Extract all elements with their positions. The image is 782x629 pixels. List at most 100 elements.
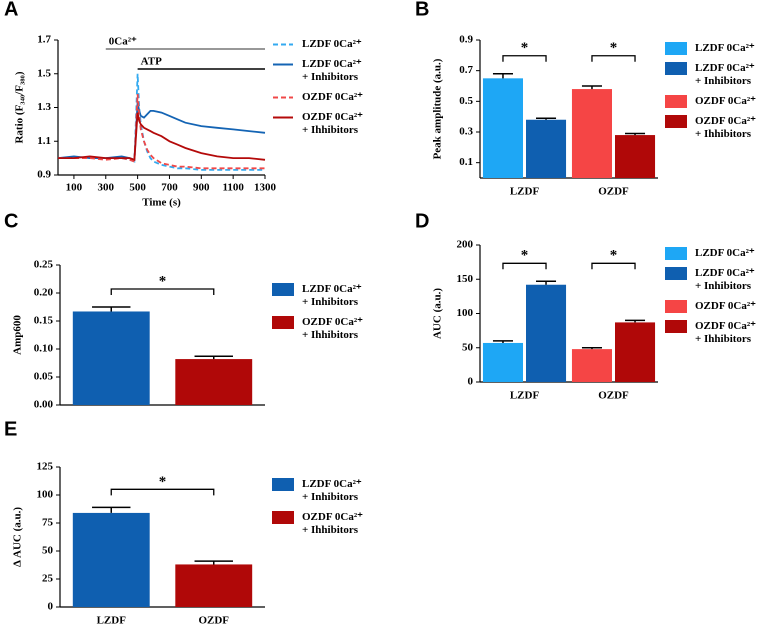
legend-label: LZDF 0Ca²⁺ (695, 247, 755, 259)
y-tick-label: 0 (48, 601, 54, 613)
legend-label: OZDF 0Ca²⁺ + Ihhibitors (695, 320, 756, 345)
y-tick-label: 125 (37, 461, 54, 473)
legend-swatch (665, 42, 687, 55)
legend-label: OZDF 0Ca²⁺ (302, 91, 363, 103)
x-tick-label: 1100 (222, 182, 244, 194)
legend-box (665, 115, 687, 128)
error-bar (194, 560, 233, 565)
legend-swatch (273, 63, 293, 66)
legend-item: LZDF 0Ca²⁺ + Inhibitors (665, 267, 756, 293)
bar (72, 512, 150, 607)
legend-label: OZDF 0Ca²⁺ + Ihhibitors (302, 111, 363, 136)
stimulus-label: ATP (141, 56, 162, 68)
significance-bracket (502, 55, 547, 62)
y-tick-label: 0.9 (37, 169, 51, 181)
x-tick-label: 900 (193, 182, 210, 194)
panel-letter: B (415, 0, 429, 21)
legend-label: OZDF 0Ca²⁺ + Ihhibitors (695, 115, 756, 140)
legend-swatch (665, 115, 687, 128)
significance-label: * (610, 248, 618, 264)
significance-label: * (521, 248, 529, 264)
legend-box (665, 95, 687, 108)
x-axis-label: Time (s) (142, 197, 181, 209)
x-tick-label: 1300 (254, 182, 277, 194)
y-tick-label: 0.1 (459, 156, 473, 168)
y-tick-label: 0.00 (34, 399, 54, 411)
legend-swatch (273, 116, 293, 119)
x-tick-label: 100 (66, 182, 83, 194)
series-line (58, 112, 266, 162)
legend-label: LZDF 0Ca²⁺ + Inhibitors (302, 58, 362, 83)
legend-item: OZDF 0Ca²⁺ + Ihhibitors (272, 316, 363, 342)
y-tick-label: 0.3 (459, 126, 473, 138)
significance-label: * (159, 474, 167, 490)
legend-box (272, 283, 294, 296)
error-bar (581, 347, 602, 350)
error-bar (492, 340, 513, 343)
legend-item: LZDF 0Ca²⁺ + Inhibitors (272, 478, 363, 504)
y-axis-label: Δ AUC (a.u.) (12, 507, 24, 567)
error-bar (581, 85, 602, 90)
legend-swatch (272, 478, 294, 491)
y-tick-label: 0.5 (459, 95, 473, 107)
y-tick-label: 100 (457, 307, 474, 319)
y-tick-label: 0.20 (34, 287, 54, 299)
legend-label: LZDF 0Ca²⁺ + Inhibitors (695, 62, 755, 87)
legend-item: OZDF 0Ca²⁺ (272, 91, 363, 104)
y-tick-label: 1.1 (37, 135, 51, 147)
error-bar (536, 117, 557, 120)
x-tick-label: 300 (98, 182, 115, 194)
bar (72, 311, 150, 405)
legend-swatch (665, 95, 687, 108)
y-tick-label: 50 (42, 545, 54, 557)
legend-item: LZDF 0Ca²⁺ (665, 247, 756, 260)
legend-label: LZDF 0Ca²⁺ + Inhibitors (302, 478, 362, 503)
y-axis-label: Peak amplitude (a.u.) (432, 58, 444, 159)
legend-box (665, 300, 687, 313)
legend-box (665, 42, 687, 55)
error-bar (92, 506, 131, 513)
error-bar (625, 132, 646, 136)
legend: LZDF 0Ca²⁺ + Inhibitors OZDF 0Ca²⁺ + Ihhi… (272, 283, 363, 342)
significance-bracket (110, 488, 215, 496)
error-bar (625, 319, 646, 323)
legend-label: OZDF 0Ca²⁺ (695, 300, 756, 312)
legend-swatch (273, 96, 293, 99)
legend-box (665, 267, 687, 280)
x-tick-label: 500 (129, 182, 146, 194)
x-tick-label: OZDF (198, 615, 229, 627)
legend-item: OZDF 0Ca²⁺ (665, 95, 756, 108)
bar (526, 284, 567, 382)
x-tick-label: 700 (161, 182, 178, 194)
series-line (57, 102, 266, 162)
x-tick-label: LZDF (510, 186, 540, 198)
legend-item: LZDF 0Ca²⁺ + Inhibitors (665, 62, 756, 88)
bar (571, 349, 612, 382)
legend: LZDF 0Ca²⁺ LZDF 0Ca²⁺ + Inhibitors OZDF 0C… (665, 42, 756, 141)
y-tick-label: 200 (457, 239, 474, 251)
bar (615, 135, 656, 178)
y-tick-label: 0.25 (34, 259, 54, 271)
y-axis-label: AUC (a.u.) (432, 288, 444, 339)
y-tick-label: 0.05 (34, 371, 54, 383)
legend-box (272, 478, 294, 491)
legend-label: LZDF 0Ca²⁺ + Inhibitors (302, 283, 362, 308)
panel-letter: E (4, 419, 17, 441)
y-tick-label: 50 (462, 341, 474, 353)
legend-box (665, 62, 687, 75)
legend-swatch (665, 247, 687, 260)
legend-item: LZDF 0Ca²⁺ + Inhibitors (272, 283, 363, 309)
legend-swatch (665, 320, 687, 333)
legend-swatch (272, 511, 294, 524)
significance-label: * (521, 40, 529, 56)
legend-box (272, 316, 294, 329)
bar (175, 359, 253, 405)
error-bar (194, 355, 233, 360)
y-tick-label: 0.10 (34, 343, 54, 355)
panel-letter: A (4, 0, 18, 21)
significance-bracket (110, 288, 215, 295)
legend-swatch (272, 283, 294, 296)
significance-bracket (502, 262, 547, 270)
legend-box (665, 247, 687, 260)
